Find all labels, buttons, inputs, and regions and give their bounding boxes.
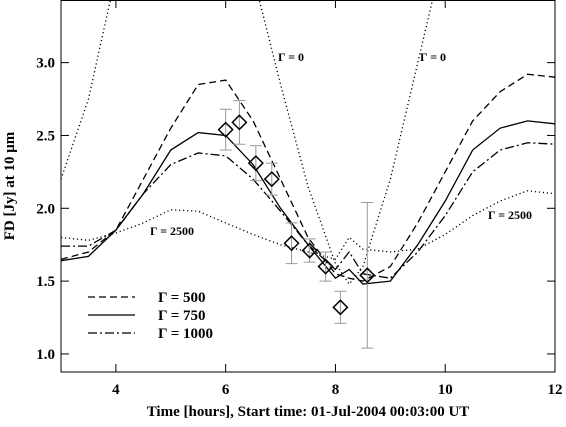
series-line	[61, 120, 555, 285]
error-bar	[265, 162, 278, 196]
data-point	[231, 114, 248, 131]
data-point	[247, 155, 264, 172]
curve-label: Γ = 0	[420, 50, 446, 64]
y-tick-label: 2.5	[36, 128, 55, 144]
legend-label: Γ = 500	[158, 290, 206, 306]
error-bar	[219, 108, 232, 151]
y-tick-label: 1.0	[36, 347, 55, 363]
error-bar	[334, 290, 347, 324]
error-bar	[249, 145, 262, 182]
data-point	[359, 267, 376, 284]
error-bar	[319, 251, 332, 282]
plot-area	[61, 0, 555, 286]
x-tick-label: 10	[438, 382, 453, 398]
series-line	[61, 73, 555, 282]
error-bar	[361, 201, 374, 349]
data-point	[217, 121, 234, 138]
error-bar	[285, 222, 298, 265]
y-tick-label: 1.5	[36, 274, 55, 290]
x-axis-label: Time [hours], Start time: 01-Jul-2004 00…	[147, 404, 470, 420]
error-bar	[233, 100, 246, 145]
y-axis-label: FD [Jy] at 10 μm	[2, 131, 18, 240]
y-tick-label: 2.0	[36, 201, 55, 217]
data-point	[283, 235, 300, 252]
series-line	[61, 190, 555, 261]
y-tick-label: 3.0	[36, 56, 55, 72]
curve-label: Γ = 0	[278, 50, 304, 64]
x-tick-label: 6	[222, 382, 230, 398]
x-tick-label: 8	[332, 382, 340, 398]
data-point	[317, 258, 334, 275]
series-line	[61, 142, 555, 279]
legend-label: Γ = 750	[158, 308, 206, 324]
data-point	[332, 299, 349, 316]
plot-frame	[60, 0, 556, 373]
x-tick-label: 4	[112, 382, 120, 398]
curve-label: Γ = 2500	[488, 208, 532, 222]
data-point	[263, 171, 280, 188]
data-point	[301, 242, 318, 259]
curve-label: Γ = 2500	[150, 224, 194, 238]
series-line	[61, 0, 434, 286]
legend-label: Γ = 1000	[158, 326, 213, 342]
x-tick-label: 12	[548, 382, 563, 398]
